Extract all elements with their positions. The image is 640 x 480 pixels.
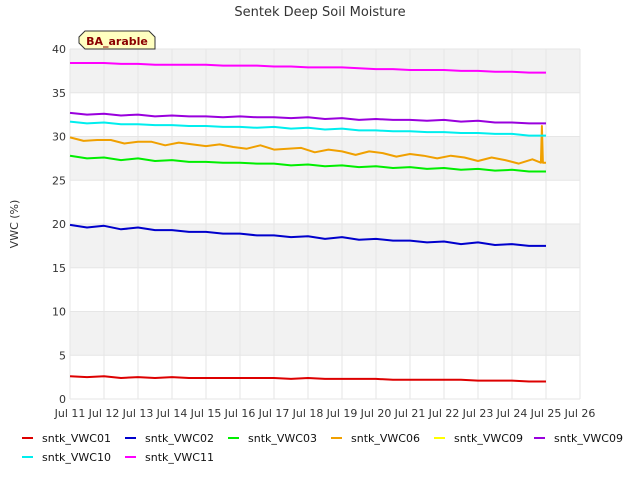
x-tick-label: Jul 19 — [326, 407, 358, 420]
plot-band — [70, 136, 580, 181]
x-tick-label: Jul 18 — [292, 407, 324, 420]
y-tick-label: 5 — [59, 349, 66, 362]
series-line-sntk_vwc10 — [69, 120, 546, 137]
series-lines — [69, 62, 546, 383]
x-tick-label: Jul 14 — [156, 407, 188, 420]
x-tick-label: Jul 12 — [88, 407, 120, 420]
x-tick-label: Jul 25 — [530, 407, 562, 420]
badge-box — [78, 30, 156, 50]
legend-label: sntk_VWC09 — [554, 432, 623, 445]
y-tick-label: 0 — [59, 393, 66, 406]
x-tick-label: Jul 13 — [122, 407, 154, 420]
x-axis-ticks: Jul 11 Jul 12 Jul 13 Jul 14 Jul 15 Jul 16 Jul … — [54, 407, 596, 420]
y-tick-label: 40 — [52, 43, 66, 56]
plot-band — [70, 180, 580, 224]
legend-label: sntk_VWC01 — [42, 432, 111, 445]
series-line-sntk_vwc06 — [69, 125, 546, 165]
series-line-sntk_vwc02 — [69, 223, 546, 247]
series-line-sntk_vwc11 — [70, 62, 546, 74]
x-tick-label: Jul 21 — [394, 407, 426, 420]
legend-label: sntk_VWC02 — [145, 432, 214, 445]
legend-label: sntk_VWC06 — [351, 432, 420, 445]
x-tick-label: Jul 26 — [564, 407, 596, 420]
x-tick-label: Jul 17 — [258, 407, 290, 420]
y-axis-ticks: 0 5 10 15 20 25 30 35 40 — [52, 43, 66, 406]
legend-label: sntk_VWC11 — [145, 451, 214, 464]
series-line-sntk_vwc09 — [69, 111, 546, 125]
legend-label: sntk_VWC03 — [248, 432, 317, 445]
badge-label: BA_arable — [86, 35, 148, 48]
x-tick-label: Jul 23 — [462, 407, 494, 420]
series-line-sntk_vwc03 — [69, 154, 546, 173]
x-tick-label: Jul 11 — [54, 407, 86, 420]
x-tick-label: Jul 15 — [190, 407, 222, 420]
legend: sntk_VWC01 sntk_VWC02 sntk_VWC03 sntk_VWC06… — [22, 432, 623, 464]
grid-lines — [69, 48, 581, 400]
plot-band — [70, 267, 580, 312]
y-tick-label: 20 — [52, 218, 66, 231]
x-tick-label: Jul 24 — [496, 407, 528, 420]
legend-label: sntk_VWC09 — [454, 432, 523, 445]
x-tick-label: Jul 22 — [428, 407, 460, 420]
y-axis-label: VWC (%) — [8, 200, 21, 249]
y-tick-label: 15 — [52, 262, 66, 275]
series-line-sntk_vwc01 — [69, 375, 546, 383]
plot-band — [70, 224, 580, 268]
chart-title: Sentek Deep Soil Moisture — [234, 5, 405, 20]
y-tick-label: 30 — [52, 131, 66, 144]
y-tick-label: 35 — [52, 87, 66, 100]
plot-band — [70, 311, 580, 356]
y-tick-label: 25 — [52, 174, 66, 187]
x-tick-label: Jul 20 — [360, 407, 392, 420]
y-tick-label: 10 — [52, 306, 66, 319]
legend-label: sntk_VWC10 — [42, 451, 111, 464]
x-tick-label: Jul 16 — [224, 407, 256, 420]
badge: BA_arable — [78, 30, 156, 50]
